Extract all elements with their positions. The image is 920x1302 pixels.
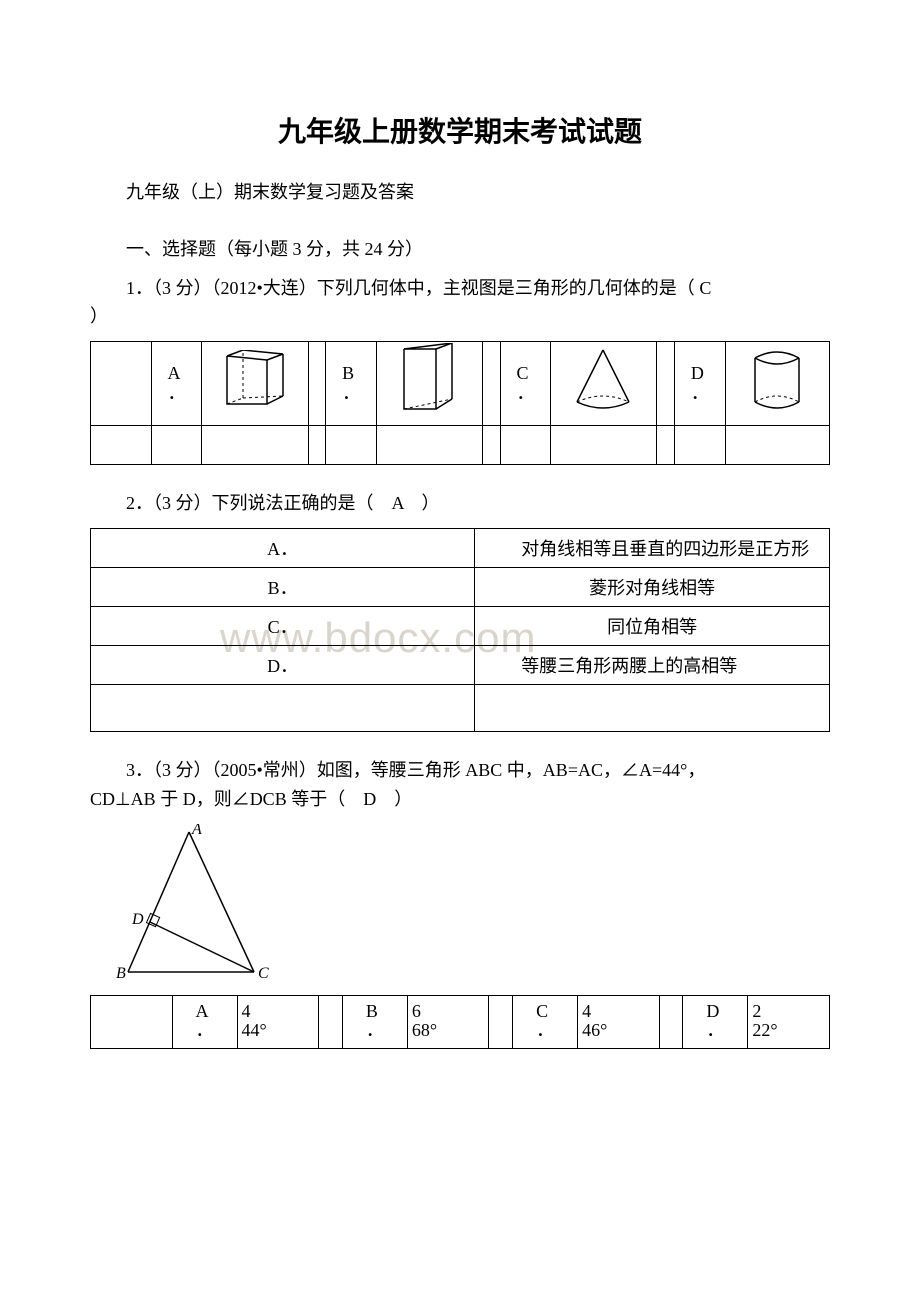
q3-opt-c-label: C xyxy=(536,1001,548,1021)
triangle-icon: A B C D xyxy=(114,824,294,984)
q1-sep-2 xyxy=(482,342,500,426)
q2-label-c: C． xyxy=(91,606,475,645)
q1-empty-cell xyxy=(377,426,483,465)
q3-val-b: 668° xyxy=(407,995,489,1048)
q3-val-c: 446° xyxy=(578,995,660,1048)
q1-opt-c: C． xyxy=(500,342,551,426)
q1-opt-d-dot: ． xyxy=(691,384,709,404)
q3-opt-c-dot: ． xyxy=(536,1021,554,1041)
q2-spacer-row xyxy=(91,684,830,731)
q3-opt-d: D． xyxy=(683,995,748,1048)
q1-opt-a-dot: ． xyxy=(167,384,185,404)
q1-fig-d xyxy=(725,342,829,426)
q2-row-b: B． 菱形对角线相等 xyxy=(91,567,830,606)
q1-opt-c-label: C xyxy=(517,363,529,383)
q1-empty-cell xyxy=(91,426,152,465)
q1-sep-3 xyxy=(657,342,675,426)
q1-opt-b: B． xyxy=(326,342,377,426)
q1-empty-cell xyxy=(551,426,657,465)
q1-stem-suffix: ） xyxy=(90,306,108,326)
q2-text-b: 菱形对角线相等 xyxy=(475,567,830,606)
q3-opt-b-dot: ． xyxy=(366,1021,384,1041)
q3-opt-a-dot: ． xyxy=(196,1021,214,1041)
q3-opt-d-label: D xyxy=(706,1001,719,1021)
q3-stem-line2: CD⊥AB 于 D，则∠DCB 等于（ D ） xyxy=(90,785,830,814)
q1-opt-d-label: D xyxy=(691,363,704,383)
q1-empty-cell xyxy=(308,426,326,465)
q3-val-a: 444° xyxy=(237,995,319,1048)
q1-empty-cell xyxy=(500,426,551,465)
q3-val-b-text: 68° xyxy=(412,1021,437,1041)
q2-stem: 2．（3 分）下列说法正确的是（ A ） xyxy=(90,489,830,518)
q3-figure: A B C D xyxy=(114,824,830,989)
q1-fig-b xyxy=(377,342,483,426)
q1-empty-cell xyxy=(725,426,829,465)
q2-empty-cell xyxy=(91,684,475,731)
q1-empty-cell xyxy=(482,426,500,465)
q2-text-a: 对角线相等且垂直的四边形是正方形 xyxy=(475,528,830,567)
cuboid-icon xyxy=(219,350,291,412)
q2-empty-cell xyxy=(475,684,830,731)
page-title: 九年级上册数学期末考试试题 xyxy=(90,110,830,150)
vertex-c-label: C xyxy=(258,965,269,982)
q3-val-c-text: 46° xyxy=(582,1021,607,1041)
q3-opt-d-dot: ． xyxy=(706,1021,724,1041)
q3-stem-line1: 3．（3 分）（2005•常州）如图，等腰三角形 ABC 中，AB=AC，∠A=… xyxy=(90,756,830,785)
q3-val-d: 222° xyxy=(748,995,830,1048)
q3-sep-1 xyxy=(319,995,343,1048)
q1-empty-cell xyxy=(657,426,675,465)
q3-val-d-text: 22° xyxy=(752,1021,777,1041)
q2-label-d: D． xyxy=(91,645,475,684)
vertex-b-label: B xyxy=(116,965,126,982)
q1-opt-a-label: A xyxy=(167,363,180,383)
q1-options-table: A． xyxy=(90,341,830,465)
q2-text-c: 同位角相等 xyxy=(475,606,830,645)
q3-opt-b: B． xyxy=(342,995,407,1048)
q1-empty-cell xyxy=(326,426,377,465)
q1-fig-a xyxy=(202,342,308,426)
q1-stem: 1．（3 分）（2012•大连）下列几何体中，主视图是三角形的几何体的是（ C … xyxy=(90,274,830,332)
q2-row-a: A． 对角线相等且垂直的四边形是正方形 xyxy=(91,528,830,567)
q2-label-b: B． xyxy=(91,567,475,606)
q2-label-a: A． xyxy=(91,528,475,567)
q1-opt-d: D． xyxy=(675,342,726,426)
subtitle: 九年级（上）期末数学复习题及答案 xyxy=(90,178,830,207)
section-heading: 一、选择题（每小题 3 分，共 24 分） xyxy=(90,235,830,264)
vertex-d-label: D xyxy=(131,911,144,928)
q2-row-c: C． 同位角相等 xyxy=(91,606,830,645)
vertex-a-label: A xyxy=(191,824,202,838)
q3-val-a-text: 44° xyxy=(242,1021,267,1041)
q1-sep-1 xyxy=(308,342,326,426)
cylinder-icon xyxy=(747,348,807,414)
cone-icon xyxy=(569,348,639,414)
q3-opt-c: C． xyxy=(513,995,578,1048)
q2-text-d: 等腰三角形两腰上的高相等 xyxy=(475,645,830,684)
q1-empty-cell xyxy=(202,426,308,465)
q1-answer: C xyxy=(699,278,711,298)
q3-opt-a-label: A xyxy=(196,1001,209,1021)
q3-opt-b-label: B xyxy=(366,1001,378,1021)
q3-options-table: A． 444° B． 668° C． 446° xyxy=(90,995,830,1049)
q1-stem-prefix: 1．（3 分）（2012•大连）下列几何体中，主视图是三角形的几何体的是（ xyxy=(126,278,695,298)
q3-sep-2 xyxy=(489,995,513,1048)
q1-opt-b-label: B xyxy=(342,363,354,383)
q1-lead-cell xyxy=(91,342,152,426)
q1-empty-cell xyxy=(675,426,726,465)
prism-icon xyxy=(394,343,464,419)
q2-row-d: D． 等腰三角形两腰上的高相等 xyxy=(91,645,830,684)
q3-sep-3 xyxy=(659,995,683,1048)
q1-opt-b-dot: ． xyxy=(342,384,360,404)
q1-empty-cell xyxy=(151,426,202,465)
q3-lead-cell xyxy=(91,995,173,1048)
q1-opt-a: A． xyxy=(151,342,202,426)
q3-opt-a: A． xyxy=(172,995,237,1048)
q1-fig-c xyxy=(551,342,657,426)
q1-opt-c-dot: ． xyxy=(517,384,535,404)
q2-options-table: A． 对角线相等且垂直的四边形是正方形 B． 菱形对角线相等 C． 同位角相等 … xyxy=(90,528,830,732)
